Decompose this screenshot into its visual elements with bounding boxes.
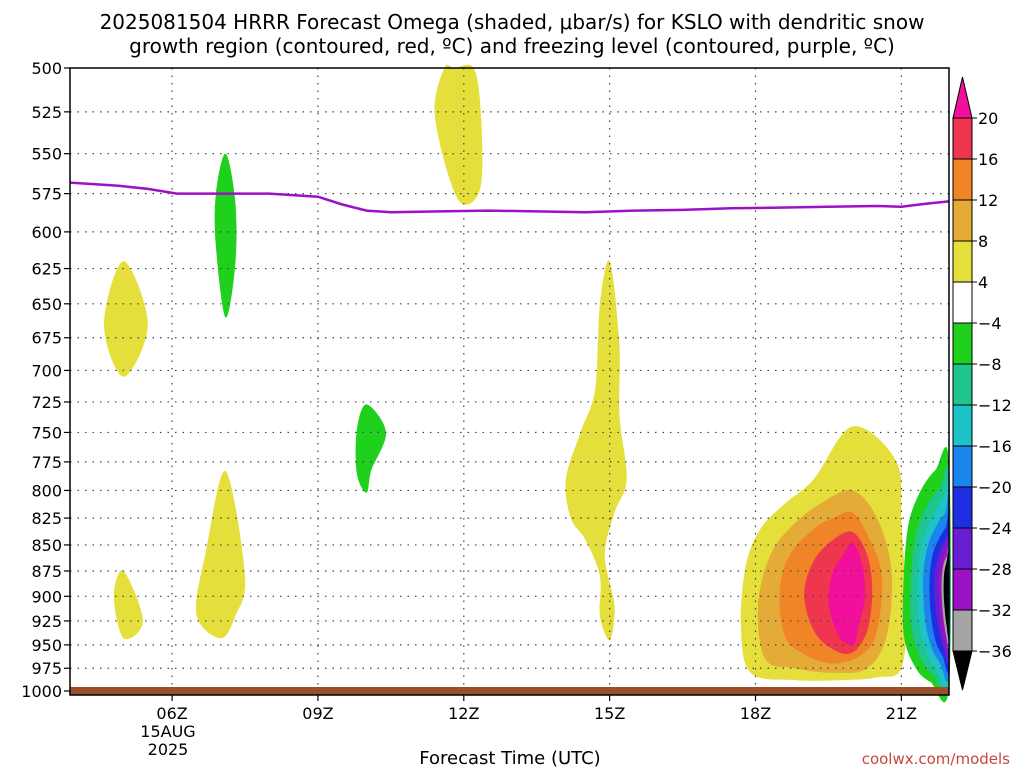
date-label-day: 15AUG: [140, 722, 195, 741]
y-tick-label-500: 500: [31, 59, 62, 78]
omega-region-pos-18z-20: [828, 542, 866, 646]
x-tick-label-09Z: 09Z: [302, 704, 333, 723]
colorbar-box--24_-20: [953, 487, 972, 529]
colorbar-label-6: −8: [978, 355, 1002, 374]
colorbar-box-4_8: [953, 241, 972, 283]
omega-region-yellow-5z-lower: [113, 570, 143, 640]
colorbar-box--16_-12: [953, 405, 972, 447]
colorbar-label-11: −28: [978, 560, 1012, 579]
y-tick-label-850: 850: [31, 536, 62, 555]
y-tick-label-925: 925: [31, 612, 62, 631]
colorbar-label-1: 16: [978, 150, 998, 169]
omega-shaded-regions: [104, 64, 952, 703]
colorbar-box-16_20: [953, 118, 972, 160]
colorbar-box-8_12: [953, 200, 972, 242]
x-axis-label: Forecast Time (UTC): [419, 748, 600, 768]
omega-region-yellow-7z-lower: [195, 470, 246, 639]
y-tick-label-600: 600: [31, 223, 62, 242]
y-tick-label-875: 875: [31, 562, 62, 581]
freezing-level-contour: [69, 181, 950, 214]
x-tick-label-15Z: 15Z: [594, 704, 625, 723]
chart-title-line2: growth region (contoured, red, ºC) and f…: [129, 34, 895, 58]
colorbar-label-2: 12: [978, 191, 998, 210]
y-tick-label-725: 725: [31, 393, 62, 412]
x-tick-label-06Z: 06Z: [156, 704, 187, 723]
plot-frame: [69, 67, 950, 696]
colorbar-label-7: −12: [978, 396, 1012, 415]
colorbar-label-8: −16: [978, 437, 1012, 456]
y-tick-label-900: 900: [31, 587, 62, 606]
y-tick-label-975: 975: [31, 659, 62, 678]
colorbar: 20 16 12 8 4 −4 −8 −12 −16 −20 −24 −28 −32 −36: [952, 76, 1012, 691]
y-tick-label-525: 525: [31, 103, 62, 122]
surface-strip: [70, 687, 949, 695]
colorbar-box--8_-4: [953, 323, 972, 365]
colorbar-arrow-bottom: [952, 650, 973, 691]
x-tick-label-12Z: 12Z: [448, 704, 479, 723]
colorbar-label-0: 20: [978, 109, 998, 128]
y-tick-label-750: 750: [31, 423, 62, 442]
y-tick-label-675: 675: [31, 329, 62, 348]
colorbar-label-9: −20: [978, 478, 1012, 497]
y-tick-label-950: 950: [31, 636, 62, 655]
colorbar-box--12_-8: [953, 364, 972, 406]
y-axis: 500 525 550 575 600 625 650 675 700 725 750 775 800 8…: [21, 59, 70, 701]
omega-region-yellow-12z: [434, 64, 483, 205]
colorbar-box--28_-24: [953, 528, 972, 570]
y-tick-label-700: 700: [31, 361, 62, 380]
colorbar-box--36_-32: [953, 610, 972, 652]
credit-text: coolwx.com/models: [862, 750, 1010, 768]
y-tick-label-625: 625: [31, 260, 62, 279]
colorbar-box--20_-16: [953, 446, 972, 488]
colorbar-label-5: −4: [978, 314, 1002, 333]
omega-region-neg-21z-black: [943, 550, 950, 640]
colorbar-label-10: −24: [978, 519, 1012, 538]
colorbar-label-4: 4: [978, 273, 988, 292]
y-tick-label-825: 825: [31, 509, 62, 528]
chart-title-line1: 2025081504 HRRR Forecast Omega (shaded, …: [100, 10, 925, 34]
colorbar-label-12: −32: [978, 601, 1012, 620]
x-axis: 06Z 09Z 12Z 15Z 18Z 21Z: [156, 695, 917, 723]
y-tick-label-650: 650: [31, 295, 62, 314]
y-tick-label-800: 800: [31, 481, 62, 500]
colorbar-box--32_-28: [953, 569, 972, 611]
x-tick-label-21Z: 21Z: [886, 704, 917, 723]
colorbar-box--4_4: [953, 282, 972, 324]
y-tick-label-775: 775: [31, 453, 62, 472]
y-tick-label-575: 575: [31, 185, 62, 204]
omega-region-yellow-15z: [565, 260, 627, 641]
colorbar-box-12_16: [953, 159, 972, 201]
omega-region-yellow-5z-upper: [104, 261, 148, 377]
date-label-year: 2025: [148, 740, 189, 759]
x-tick-label-18Z: 18Z: [740, 704, 771, 723]
y-tick-label-1000: 1000: [21, 682, 62, 701]
colorbar-label-13: −36: [978, 642, 1012, 661]
colorbar-arrow-top: [952, 76, 973, 119]
plot-area: [69, 64, 952, 703]
y-tick-label-550: 550: [31, 145, 62, 164]
colorbar-label-3: 8: [978, 232, 988, 251]
omega-region-green-10z: [355, 404, 387, 493]
